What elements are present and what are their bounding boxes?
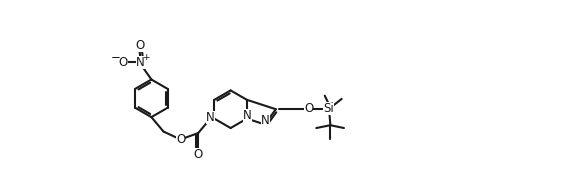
Text: O: O bbox=[194, 148, 203, 161]
Text: N: N bbox=[243, 109, 252, 122]
Text: N: N bbox=[206, 111, 215, 124]
Text: N: N bbox=[136, 56, 145, 69]
Text: N: N bbox=[261, 114, 269, 127]
Text: +: + bbox=[142, 53, 150, 62]
Text: O: O bbox=[176, 133, 186, 146]
Text: O: O bbox=[304, 102, 313, 115]
Text: O: O bbox=[136, 39, 145, 52]
Text: Si: Si bbox=[323, 102, 334, 115]
Text: −: − bbox=[111, 51, 121, 64]
Text: O: O bbox=[119, 56, 128, 69]
